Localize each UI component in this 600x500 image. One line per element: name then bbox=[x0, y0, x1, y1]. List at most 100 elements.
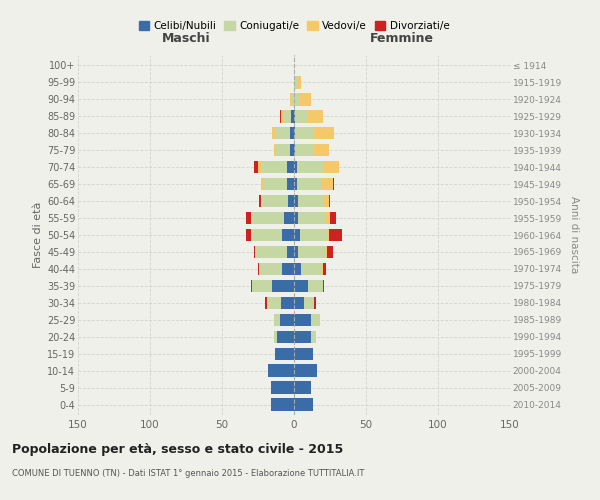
Bar bbox=[330, 212, 336, 224]
Bar bbox=[329, 194, 330, 207]
Bar bbox=[294, 76, 297, 88]
Bar bbox=[326, 212, 330, 224]
Bar bbox=[326, 246, 327, 258]
Bar bbox=[314, 296, 316, 310]
Legend: Celibi/Nubili, Coniugati/e, Vedovi/e, Divorziati/e: Celibi/Nubili, Coniugati/e, Vedovi/e, Di… bbox=[134, 17, 454, 36]
Bar bbox=[281, 110, 284, 122]
Bar bbox=[251, 280, 252, 292]
Bar bbox=[266, 296, 281, 310]
Bar bbox=[258, 160, 262, 173]
Bar bbox=[323, 280, 324, 292]
Bar bbox=[294, 194, 298, 207]
Bar bbox=[294, 382, 311, 394]
Bar bbox=[297, 160, 323, 173]
Bar bbox=[294, 110, 295, 122]
Bar bbox=[297, 76, 301, 88]
Bar bbox=[311, 314, 320, 326]
Bar bbox=[294, 246, 298, 258]
Bar bbox=[259, 262, 283, 276]
Bar bbox=[290, 126, 294, 140]
Bar bbox=[294, 280, 308, 292]
Text: COMUNE DI TUENNO (TN) - Dati ISTAT 1° gennaio 2015 - Elaborazione TUTTITALIA.IT: COMUNE DI TUENNO (TN) - Dati ISTAT 1° ge… bbox=[12, 469, 364, 478]
Bar bbox=[311, 330, 316, 344]
Y-axis label: Anni di nascita: Anni di nascita bbox=[569, 196, 578, 274]
Bar bbox=[291, 93, 294, 106]
Bar bbox=[261, 194, 262, 207]
Bar bbox=[277, 330, 294, 344]
Text: Popolazione per età, sesso e stato civile - 2015: Popolazione per età, sesso e stato civil… bbox=[12, 442, 343, 456]
Bar bbox=[284, 212, 294, 224]
Bar bbox=[298, 246, 326, 258]
Bar bbox=[294, 144, 295, 156]
Bar bbox=[262, 194, 288, 207]
Bar bbox=[272, 126, 275, 140]
Bar bbox=[327, 228, 329, 241]
Bar bbox=[294, 212, 298, 224]
Bar bbox=[254, 160, 258, 173]
Bar bbox=[268, 364, 294, 377]
Bar bbox=[251, 212, 252, 224]
Bar bbox=[323, 262, 326, 276]
Bar bbox=[300, 93, 311, 106]
Bar bbox=[329, 228, 341, 241]
Bar bbox=[274, 314, 280, 326]
Bar bbox=[271, 382, 294, 394]
Bar bbox=[252, 280, 272, 292]
Bar bbox=[247, 212, 251, 224]
Bar bbox=[304, 296, 314, 310]
Bar bbox=[294, 314, 311, 326]
Bar bbox=[284, 110, 291, 122]
Bar bbox=[294, 330, 311, 344]
Bar bbox=[322, 262, 323, 276]
Bar bbox=[294, 228, 300, 241]
Bar bbox=[294, 160, 297, 173]
Bar bbox=[294, 364, 317, 377]
Bar bbox=[255, 246, 287, 258]
Bar bbox=[275, 126, 290, 140]
Bar bbox=[262, 160, 287, 173]
Bar bbox=[298, 194, 323, 207]
Bar bbox=[283, 262, 294, 276]
Bar bbox=[300, 228, 327, 241]
Bar bbox=[308, 280, 323, 292]
Bar bbox=[291, 110, 294, 122]
Bar bbox=[295, 126, 314, 140]
Text: Femmine: Femmine bbox=[370, 32, 434, 45]
Bar bbox=[290, 93, 291, 106]
Bar bbox=[323, 194, 329, 207]
Bar bbox=[308, 110, 323, 122]
Bar bbox=[275, 144, 290, 156]
Bar bbox=[294, 398, 313, 411]
Bar bbox=[252, 212, 284, 224]
Bar bbox=[290, 144, 294, 156]
Bar bbox=[294, 93, 300, 106]
Bar bbox=[294, 262, 301, 276]
Bar bbox=[281, 296, 294, 310]
Bar bbox=[294, 178, 297, 190]
Bar bbox=[259, 194, 261, 207]
Bar bbox=[265, 296, 266, 310]
Bar bbox=[247, 228, 251, 241]
Bar bbox=[297, 178, 322, 190]
Bar bbox=[264, 178, 287, 190]
Bar bbox=[287, 246, 294, 258]
Bar bbox=[271, 398, 294, 411]
Bar bbox=[301, 262, 322, 276]
Bar bbox=[314, 126, 334, 140]
Bar bbox=[288, 194, 294, 207]
Bar bbox=[287, 178, 294, 190]
Bar bbox=[283, 228, 294, 241]
Bar bbox=[261, 178, 264, 190]
Bar bbox=[275, 348, 294, 360]
Bar bbox=[314, 144, 329, 156]
Bar bbox=[322, 178, 333, 190]
Bar bbox=[280, 110, 281, 122]
Text: Maschi: Maschi bbox=[161, 32, 211, 45]
Bar bbox=[294, 126, 295, 140]
Bar bbox=[274, 330, 277, 344]
Bar bbox=[254, 246, 255, 258]
Bar bbox=[280, 314, 294, 326]
Bar bbox=[258, 262, 259, 276]
Bar bbox=[333, 178, 334, 190]
Bar bbox=[272, 280, 294, 292]
